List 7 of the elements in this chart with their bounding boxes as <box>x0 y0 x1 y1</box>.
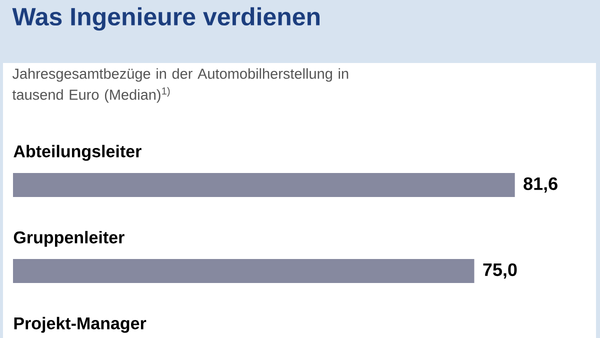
chart-subtitle: Jahresgesamtbezüge in der Automobilherstellung in tausend Euro (Median)$^{1)}$ <box>12 68 348 103</box>
y-tick-label: Abteilungsleiter <box>14 144 142 161</box>
data-label: 81,6 <box>524 177 558 193</box>
y-tick-label: Gruppenleiter <box>14 230 124 247</box>
data-label: 75,0 <box>483 263 517 279</box>
chart-title: Was Ingenieure verdienen <box>12 7 320 31</box>
y-tick-label: Projekt-Manager <box>14 316 146 333</box>
